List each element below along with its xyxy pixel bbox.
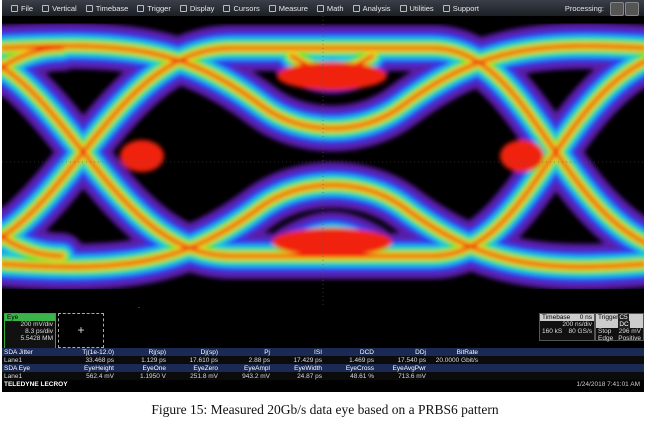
table-cell: 24.87 ps — [297, 372, 322, 380]
table-header-cell: DDj — [415, 348, 426, 356]
table-cell: 1.469 ps — [349, 356, 374, 364]
timebase-delay: 0 ns — [579, 314, 592, 321]
trigger-marker — [138, 307, 140, 308]
table-header-cell: DCD — [359, 348, 374, 356]
eye-diagram — [2, 16, 644, 308]
table-cell: 1.129 ps — [141, 356, 166, 364]
trigger-coupling: DC — [618, 321, 630, 328]
table-cell: Lane1 — [4, 372, 23, 380]
trigger-mode: Stop — [598, 328, 612, 335]
timebase-panel[interactable]: Timebase 0 ns 200 ns/div 160 kS 80 GS/s — [539, 313, 595, 341]
table-header-cell: Rj(sp) — [148, 348, 166, 356]
table-header-row: SDA Eye EyeHeight EyeOne EyeZero EyeAmpl EyeW… — [2, 364, 644, 372]
timebase-rate: 80 GS/s — [568, 328, 592, 335]
table-header-cell: SDA Eye — [4, 364, 31, 372]
trigger-badges: C5 DC — [618, 314, 641, 328]
timebase-label: Timebase — [542, 314, 571, 321]
trigger-label: Trigger — [598, 314, 619, 321]
trigger-kind: Edge Positive — [596, 335, 643, 342]
table-cell: 20.0000 Gbit/s — [435, 356, 478, 364]
table-header-cell: EyeAmpl — [243, 364, 270, 372]
eye-panel[interactable]: Eye 200 mV/div 8.3 ps/div 5.5428 MM — [4, 313, 56, 349]
brand: TELEDYNE LECROY — [4, 381, 68, 388]
table-cell: 1.1950 V — [139, 372, 166, 380]
processing-label: Processing: — [564, 4, 604, 13]
timebase-rates: 160 kS 80 GS/s — [540, 328, 594, 335]
pause-button[interactable] — [610, 2, 624, 16]
eye-traces — [2, 46, 644, 267]
add-trace-button[interactable]: + — [58, 313, 104, 348]
timebase-tdiv: 200 ns/div — [562, 321, 592, 328]
table-header-cell: EyeHeight — [84, 364, 114, 372]
menu-item[interactable]: Trigger — [137, 4, 170, 13]
timebase-header: Timebase 0 ns — [540, 314, 594, 321]
menu-item[interactable]: Timebase — [86, 4, 129, 13]
trigger-panel[interactable]: Trigger C5 DC Stop 296 mV Edge Positive — [595, 313, 644, 342]
menu-items: File Vertical Timebase Trigger Display Cursor… — [2, 4, 479, 13]
table-cell: 562.4 mV — [86, 372, 114, 380]
table-cell: 48.61 % — [350, 372, 374, 380]
table-cell: 2.88 ps — [248, 356, 270, 364]
timebase-samples: 160 kS — [542, 328, 563, 335]
menu-item[interactable]: Support — [443, 4, 479, 13]
table-header-cell: ISI — [314, 348, 322, 356]
figure-caption: Figure 15: Measured 20Gb/s data eye base… — [151, 402, 499, 417]
table-cell: 33.468 ps — [85, 356, 114, 364]
table-header-cell: Tj(1e-12.0) — [82, 348, 114, 356]
table-header-row: SDA Jitter Tj(1e-12.0) Rj(sp) Dj(sp) Pj ISI DC… — [2, 348, 644, 356]
table-cell: 943.2 mV — [242, 372, 270, 380]
timestamp: 1/24/2018 7:41:01 AM — [576, 381, 640, 388]
table-header-cell: Pj — [264, 348, 270, 356]
table-row: Lane1 562.4 mV 1.1950 V 251.8 mV 943.2 mV 24.… — [2, 372, 644, 380]
table-header-cell: EyeAvgPwr — [392, 364, 426, 372]
menu-item[interactable]: Utilities — [400, 4, 434, 13]
menu-item[interactable]: Measure — [269, 4, 308, 13]
menu-item[interactable]: File — [11, 4, 33, 13]
eye-label: Eye — [5, 314, 55, 321]
trigger-state: Stop 296 mV — [596, 328, 643, 335]
eye-vdiv: 200 mV/div — [20, 321, 53, 328]
scope-screenshot: File Vertical Timebase Trigger Display Cursor… — [2, 0, 644, 392]
eye-count: 5.5428 MM — [20, 335, 53, 342]
play-button[interactable] — [625, 2, 639, 16]
table-cell: 17.610 ps — [189, 356, 218, 364]
menu-item[interactable]: Math — [317, 4, 344, 13]
table-cell: 251.8 mV — [190, 372, 218, 380]
trigger-source: C5 — [618, 314, 629, 321]
menu-bar: File Vertical Timebase Trigger Display Cursor… — [2, 0, 644, 16]
table-cell: 713.6 mV — [398, 372, 426, 380]
menu-item[interactable]: Display — [180, 4, 215, 13]
trigger-type: Edge — [598, 335, 614, 342]
menu-item[interactable]: Cursors — [223, 4, 259, 13]
table-header-cell: SDA Jitter — [4, 348, 33, 356]
table-header-cell: EyeWidth — [294, 364, 322, 372]
table-cell: 17.540 ps — [397, 356, 426, 364]
table-header-cell: EyeZero — [193, 364, 218, 372]
trigger-header: Trigger C5 DC — [596, 314, 643, 328]
table-header-cell: EyeOne — [142, 364, 167, 372]
trigger-slope: Positive — [618, 335, 641, 342]
table-row: Lane1 33.468 ps 1.129 ps 17.610 ps 2.88 ps 17… — [2, 356, 644, 364]
menu-item[interactable]: Vertical — [42, 4, 77, 13]
trigger-level: 296 mV — [618, 328, 641, 335]
table-cell: Lane1 — [4, 356, 23, 364]
table-header-cell: Dj(sp) — [200, 348, 218, 356]
table-cell: 17.429 ps — [293, 356, 322, 364]
table-header-cell: EyeCross — [345, 364, 374, 372]
graticule — [2, 16, 644, 308]
eye-hdiv: 8.3 ps/div — [25, 328, 53, 335]
menu-item[interactable]: Analysis — [353, 4, 391, 13]
table-header-cell: BitRate — [456, 348, 478, 356]
